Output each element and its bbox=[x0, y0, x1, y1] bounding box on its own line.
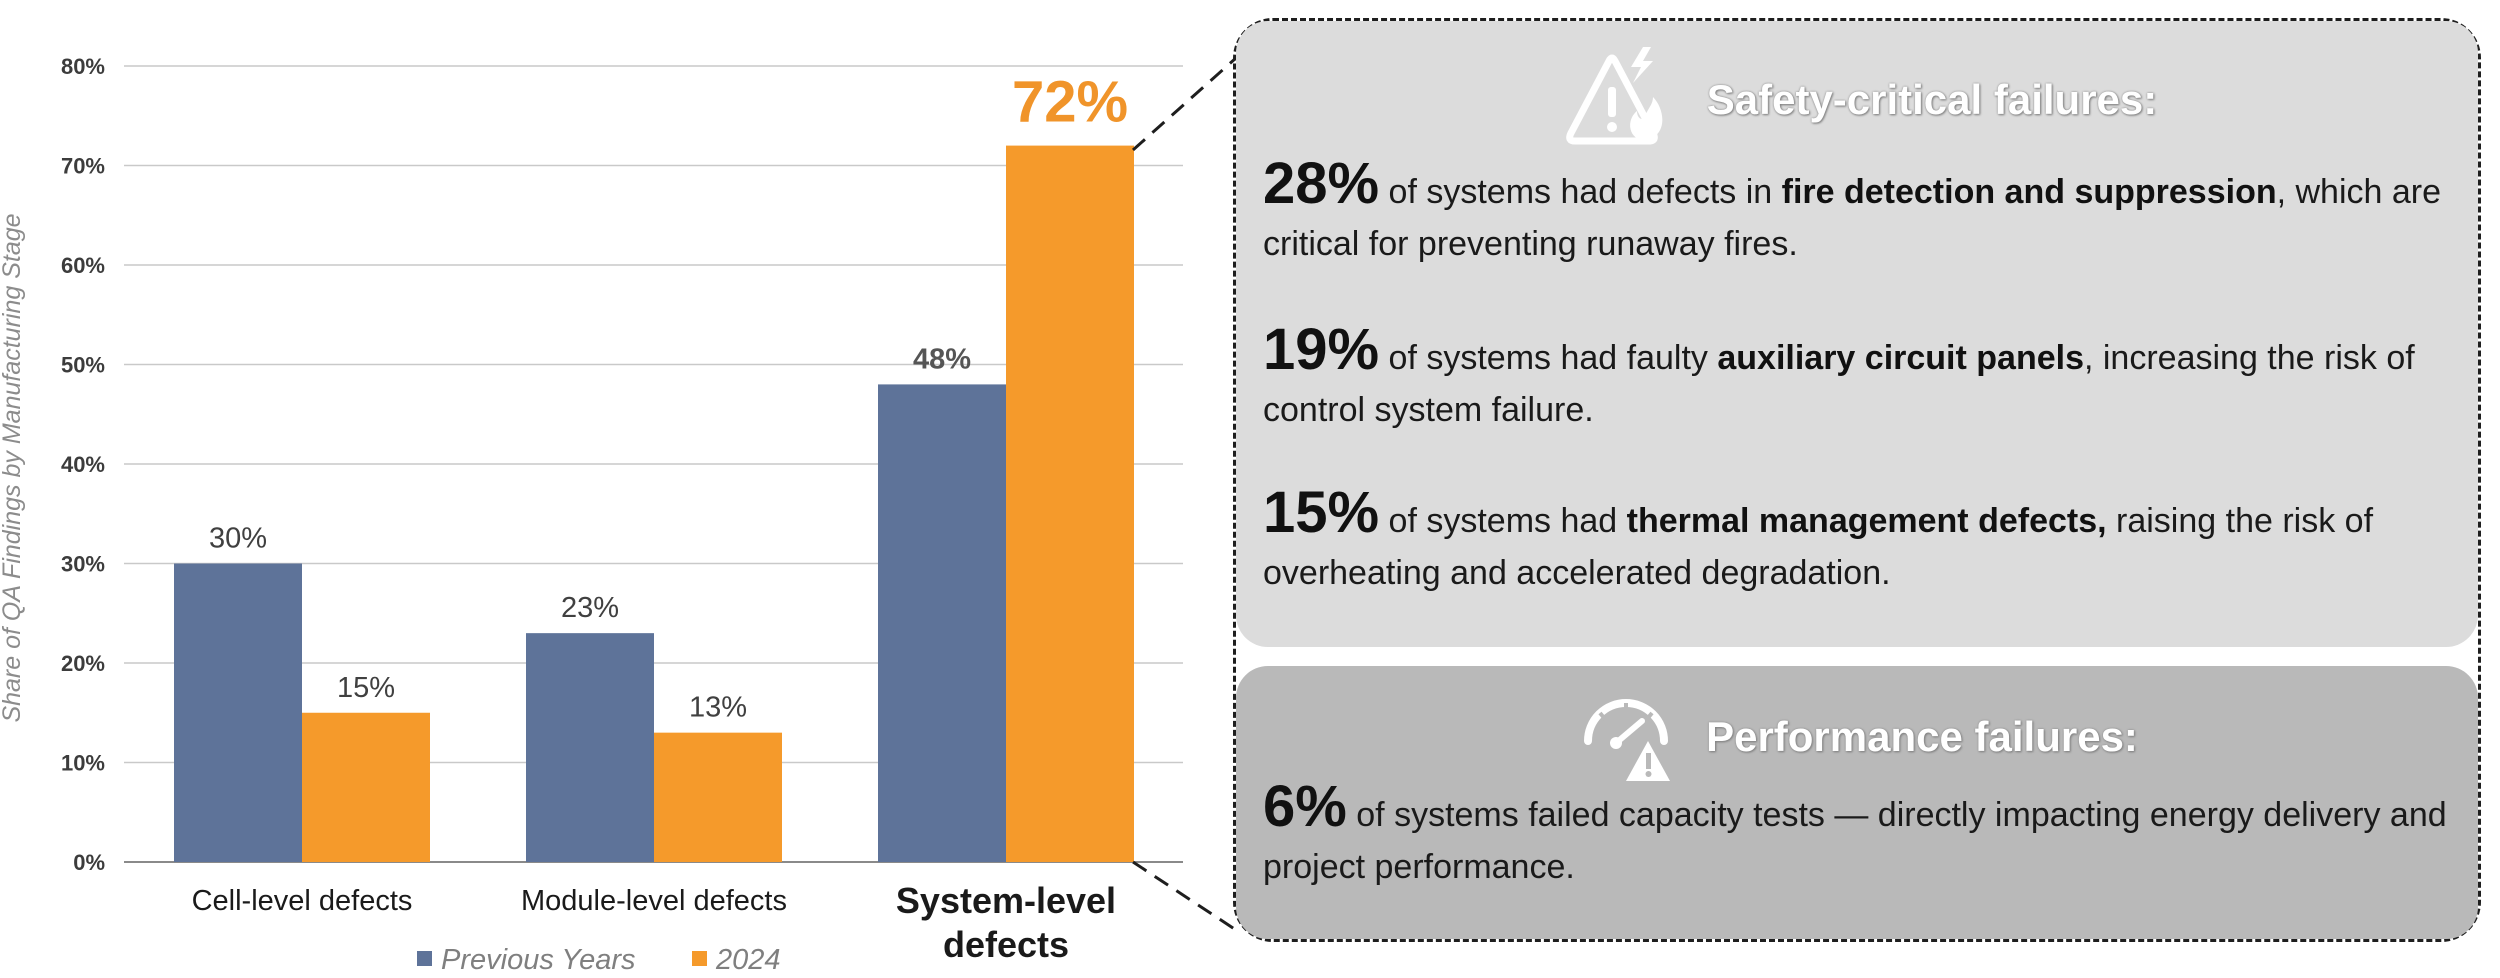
y-tick-label: 60% bbox=[61, 253, 105, 278]
stat-percent: 15% bbox=[1263, 480, 1380, 545]
performance-header: Performance failures: bbox=[1236, 682, 2478, 792]
legend-swatch-previous-years bbox=[417, 951, 432, 966]
bar-2024-3 bbox=[1006, 145, 1134, 863]
callout-frame bbox=[1233, 18, 2481, 942]
bar-previous-years-2 bbox=[526, 633, 654, 862]
safety-stat-3: 15% of systems had thermal management de… bbox=[1263, 484, 2458, 599]
safety-header: Safety-critical failures: bbox=[1236, 35, 2478, 165]
stat-text: of systems failed capacity tests — direc… bbox=[1263, 796, 2447, 886]
stat-text: , increasing the risk of control system … bbox=[1263, 339, 2415, 429]
x-tick-label: defects bbox=[943, 924, 1069, 965]
y-tick-label: 50% bbox=[61, 353, 105, 378]
stat-text: of systems had bbox=[1379, 502, 1627, 540]
bar-previous-years-3 bbox=[878, 384, 1006, 862]
stat-emphasis: fire detection and suppression bbox=[1781, 173, 2277, 211]
y-tick-label: 20% bbox=[61, 651, 105, 676]
y-tick-label: 0% bbox=[73, 850, 105, 875]
stat-percent: 6% bbox=[1263, 774, 1347, 839]
safety-stat-2: 19% of systems had faulty auxiliary circ… bbox=[1263, 321, 2458, 436]
x-tick-label: System-level bbox=[896, 880, 1116, 921]
performance-stat-1: 6% of systems failed capacity tests — di… bbox=[1263, 778, 2458, 893]
bars bbox=[174, 145, 1134, 863]
data-label: 15% bbox=[337, 672, 395, 704]
stat-emphasis: auxiliary circuit panels bbox=[1717, 339, 2084, 377]
y-tick-label: 40% bbox=[61, 452, 105, 477]
y-tick-label: 80% bbox=[61, 54, 105, 79]
performance-title: Performance failures: bbox=[1706, 713, 2138, 760]
bar-chart: 0% 10% 20% 30% 40% 50% 60% 70% 80% Share of QA F… bbox=[0, 54, 1183, 976]
stat-percent: 19% bbox=[1263, 317, 1380, 382]
safety-stat-1: 28% of systems had defects in fire detec… bbox=[1263, 155, 2458, 270]
safety-title: Safety-critical failures: bbox=[1706, 76, 2158, 123]
y-axis-ticks: 0% 10% 20% 30% 40% 50% 60% 70% 80% bbox=[61, 54, 105, 875]
y-tick-label: 70% bbox=[61, 154, 105, 179]
legend-label-previous-years: Previous Years bbox=[441, 944, 636, 976]
data-label: 13% bbox=[689, 692, 747, 724]
x-tick-label: Cell-level defects bbox=[192, 885, 413, 917]
stat-text: raising the risk of overheating and acce… bbox=[1263, 502, 2374, 592]
data-label: 72% bbox=[1012, 70, 1128, 135]
bar-previous-years-1 bbox=[174, 563, 302, 862]
data-label: 23% bbox=[561, 592, 619, 624]
legend-label-2024: 2024 bbox=[715, 944, 781, 976]
legend-swatch-2024 bbox=[692, 951, 707, 966]
performance-panel: Performance failures: 6% of systems fail… bbox=[1236, 666, 2478, 939]
x-tick-label: Module-level defects bbox=[521, 885, 787, 917]
stat-text: of systems had defects in bbox=[1379, 173, 1782, 211]
bar-2024-2 bbox=[654, 732, 782, 862]
y-tick-label: 30% bbox=[61, 552, 105, 577]
stat-text: , which are critical for preventing runa… bbox=[1263, 173, 2442, 263]
y-axis-label: Share of QA Findings by Manufacturing St… bbox=[0, 213, 26, 722]
data-labels: 30% 15% 23% 13% 48% 72% bbox=[209, 70, 1128, 724]
safety-critical-panel: Safety-critical failures: 28% of systems… bbox=[1236, 21, 2478, 647]
gauge-warning-icon bbox=[1576, 685, 1676, 790]
stat-text: of systems had faulty bbox=[1379, 339, 1718, 377]
data-label: 30% bbox=[209, 523, 267, 555]
stat-emphasis: thermal management defects, bbox=[1626, 502, 2107, 540]
bar-2024-1 bbox=[302, 712, 430, 862]
y-tick-label: 10% bbox=[61, 751, 105, 776]
legend: Previous Years 2024 bbox=[417, 944, 781, 976]
warning-fire-icon bbox=[1557, 43, 1677, 158]
data-label: 48% bbox=[913, 343, 971, 375]
stat-percent: 28% bbox=[1263, 151, 1380, 216]
x-axis-ticks: Cell-level defects Module-level defects Sy… bbox=[192, 880, 1116, 965]
